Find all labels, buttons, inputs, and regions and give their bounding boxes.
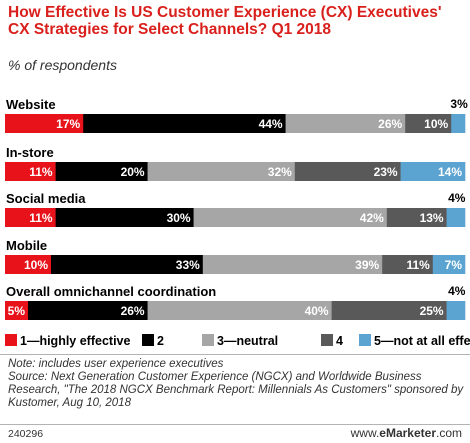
bar-segment-social-media-s3 <box>193 208 388 227</box>
category-label-in-store: In-store <box>6 145 54 160</box>
category-label-overall-omnichannel-coordination: Overall omnichannel coordination <box>6 284 216 299</box>
data-label-overall-omnichannel-coordination-s4: 25% <box>420 304 444 318</box>
brand-suffix: .com <box>435 426 462 440</box>
bar-segment-in-store-s2 <box>55 162 148 181</box>
data-label-in-store-s5: 14% <box>438 165 462 179</box>
chart-id: 240296 <box>8 428 44 440</box>
notes: Note: includes user experience executive… <box>8 358 468 410</box>
legend-swatch-s1 <box>5 334 17 346</box>
bar-segment-in-store-s4 <box>294 162 401 181</box>
chart-title: How Effective Is US Customer Experience … <box>8 4 442 38</box>
data-label-in-store-s3: 32% <box>268 165 292 179</box>
legend-label-s1: 1—highly effective <box>20 334 130 348</box>
divider-bottom <box>0 424 470 425</box>
legend-swatch-s3 <box>202 334 214 346</box>
bar-segment-website-s2 <box>83 114 286 133</box>
data-label-mobile-s5: 7% <box>445 258 463 272</box>
category-label-social-media: Social media <box>6 191 86 206</box>
category-label-website: Website <box>6 97 56 112</box>
brand-logo: www.eMarketer.com <box>351 426 462 440</box>
bar-segment-in-store-s5 <box>400 162 466 181</box>
bar-segment-mobile-s4 <box>382 255 434 274</box>
data-label-mobile-s3: 39% <box>355 258 379 272</box>
legend-label-s3: 3—neutral <box>217 334 278 348</box>
data-label-website-s3: 26% <box>378 117 402 131</box>
data-label-mobile-s1: 10% <box>24 258 48 272</box>
data-label-social-media-s5: 4% <box>448 191 466 205</box>
bar-segment-social-media-s5 <box>446 208 466 227</box>
data-label-social-media-s4: 13% <box>420 211 444 225</box>
data-label-in-store-s2: 20% <box>121 165 145 179</box>
bar-segment-mobile-s1 <box>5 255 52 274</box>
legend-label-s5: 5—not at all effective <box>374 334 470 348</box>
legend-swatch-s4 <box>321 334 333 346</box>
data-label-website-s4: 10% <box>424 117 448 131</box>
bar-segment-mobile-s5 <box>432 255 466 274</box>
source-text: Source: Next Generation Customer Experie… <box>8 371 464 409</box>
data-label-mobile-s4: 11% <box>406 258 430 272</box>
data-label-in-store-s1: 11% <box>29 165 53 179</box>
bar-segment-in-store-s1 <box>5 162 56 181</box>
data-label-overall-omnichannel-coordination-s5: 4% <box>448 284 466 298</box>
category-label-mobile: Mobile <box>6 238 47 253</box>
data-label-website-s1: 17% <box>56 117 80 131</box>
data-label-overall-omnichannel-coordination-s3: 40% <box>305 304 329 318</box>
brand-name: eMarketer <box>379 426 436 440</box>
bar-segment-overall-omnichannel-coordination-s2 <box>28 301 148 320</box>
bar-segment-overall-omnichannel-coordination-s3 <box>147 301 332 320</box>
bar-segment-social-media-s2 <box>55 208 194 227</box>
data-label-in-store-s4: 23% <box>374 165 398 179</box>
divider-top <box>0 354 470 355</box>
bar-segment-website-s4 <box>405 114 452 133</box>
legend-swatch-s5 <box>359 334 371 346</box>
data-label-website-s2: 44% <box>259 117 283 131</box>
bar-segment-website-s5 <box>451 114 466 133</box>
legend-label-s2: 2 <box>157 334 164 348</box>
legend-swatch-s2 <box>142 334 154 346</box>
bar-segment-website-s3 <box>285 114 406 133</box>
data-label-social-media-s3: 42% <box>360 211 384 225</box>
bar-segment-overall-omnichannel-coordination-s5 <box>446 301 466 320</box>
legend-label-s4: 4 <box>336 334 343 348</box>
data-label-social-media-s2: 30% <box>167 211 191 225</box>
bar-segment-social-media-s1 <box>5 208 56 227</box>
data-label-overall-omnichannel-coordination-s2: 26% <box>121 304 145 318</box>
data-label-website-s5: 3% <box>450 97 468 111</box>
data-label-overall-omnichannel-coordination-s1: 5% <box>8 304 26 318</box>
bar-segment-in-store-s3 <box>147 162 296 181</box>
bar-segment-website-s1 <box>5 114 84 133</box>
bar-segment-overall-omnichannel-coordination-s1 <box>5 301 29 320</box>
brand-prefix: www. <box>350 426 380 440</box>
chart-subtitle: % of respondents <box>8 57 117 73</box>
bar-segment-mobile-s2 <box>51 255 204 274</box>
bar-segment-mobile-s3 <box>202 255 383 274</box>
data-label-mobile-s2: 33% <box>176 258 200 272</box>
data-label-social-media-s1: 11% <box>29 211 53 225</box>
bar-segment-social-media-s4 <box>386 208 447 227</box>
bar-segment-overall-omnichannel-coordination-s4 <box>331 301 447 320</box>
note-text: Note: includes user experience executive… <box>8 358 224 370</box>
